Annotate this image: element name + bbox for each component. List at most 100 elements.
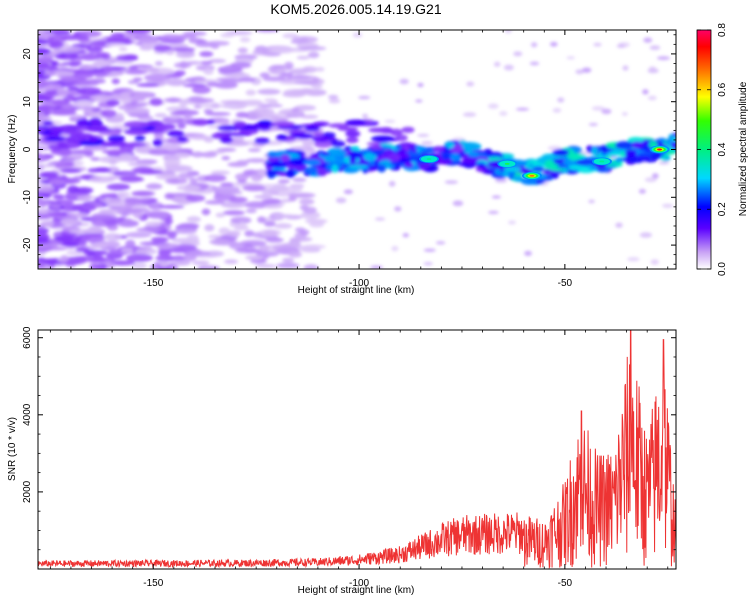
spectrogram-noise-blob [210, 170, 231, 175]
spectrogram-noise-blob [153, 132, 164, 141]
spectrogram-noise-blob [302, 139, 315, 147]
spectrogram-noise-blob [191, 85, 211, 94]
spectrogram-noise-blob [208, 58, 227, 64]
spectrogram-noise-blob [466, 81, 475, 87]
spectrogram-noise-blob [38, 236, 49, 244]
spectrogram-band-blob [123, 142, 147, 147]
spectrogram-noise-blob [656, 56, 670, 61]
spectrogram-noise-blob [244, 230, 255, 237]
spectrogram-noise-blob [245, 208, 257, 214]
spectrogram-noise-blob [62, 61, 83, 66]
spectrogram-noise-blob [649, 45, 661, 51]
spectrogram-noise-blob [38, 111, 45, 117]
spectrogram-noise-blob [552, 107, 562, 113]
spectrogram-noise-blob [71, 203, 97, 212]
spectrogram-noise-blob [328, 98, 341, 104]
spectrogram-noise-blob [388, 180, 396, 187]
spectrogram-noise-blob [168, 47, 196, 52]
spectrogram-noise-blob [89, 176, 115, 183]
bottom-ytick-label: 4000 [22, 403, 33, 426]
spectrogram-noise-blob [38, 62, 51, 69]
spectrogram-noise-blob [658, 161, 670, 165]
spectrogram-noise-blob [38, 185, 55, 192]
spectrogram-noise-blob [230, 216, 252, 224]
spectrogram-noise-blob [210, 43, 220, 50]
spectrogram-noise-blob [226, 141, 249, 147]
spectrogram-noise-blob [165, 78, 187, 87]
spectrogram-noise-blob [38, 230, 48, 235]
spectrogram-ridge-blob [591, 146, 598, 156]
spectrogram-noise-blob [177, 222, 200, 229]
spectrogram-noise-blob [236, 159, 250, 165]
spectrogram-noise-blob [168, 115, 182, 119]
spectrogram-band-blob [100, 141, 117, 147]
spectrogram-noise-blob [109, 260, 136, 266]
spectrogram-noise-blob [662, 203, 674, 208]
spectrogram-ridge-blob [450, 152, 460, 161]
spectrogram-noise-blob [299, 204, 309, 211]
spectrogram-band-blob [390, 128, 403, 137]
spectrogram-noise-blob [529, 61, 540, 66]
spectrogram-noise-blob [639, 232, 653, 238]
spectrogram-noise-blob [550, 41, 558, 47]
spectrogram-noise-blob [38, 209, 48, 215]
spectrogram-noise-blob [70, 212, 88, 219]
spectrogram-noise-blob [38, 79, 49, 87]
spectrogram-noise-blob [103, 65, 113, 74]
spectrogram-noise-blob [391, 245, 399, 252]
spectrogram-noise-blob [417, 82, 424, 88]
spectrogram-noise-blob [200, 103, 224, 108]
spectrogram-ridge-blob [441, 153, 452, 160]
spectrogram-noise-blob [182, 254, 197, 262]
spectrogram-band-blob [379, 126, 394, 134]
spectrogram-noise-blob [56, 88, 69, 96]
colorbar-tick-label: 0.2 [717, 202, 728, 216]
spectrogram-noise-blob [644, 177, 657, 183]
top-ytick-label: -20 [22, 237, 33, 252]
spectrogram-noise-blob [38, 196, 43, 203]
spectrogram-noise-blob [288, 251, 303, 258]
spectrogram-noise-blob [203, 68, 214, 76]
spectrogram-noise-blob [200, 151, 218, 158]
spectrogram-noise-blob [38, 163, 56, 168]
spectrogram-noise-blob [647, 95, 657, 101]
spectrogram-ridge-blob [615, 157, 622, 163]
spectrogram-ridge-blob [619, 151, 627, 158]
spectrogram-band-blob [337, 126, 359, 131]
spectrogram-noise-blob [228, 196, 248, 203]
spectrogram-noise-blob [154, 113, 168, 118]
spectrogram-noise-blob [133, 210, 143, 219]
spectrogram-ridge-blob [467, 151, 479, 157]
spectrogram-noise-blob [82, 250, 109, 256]
bottom-x-axis-label: Height of straight line (km) [298, 585, 415, 596]
spectrogram-noise-blob [68, 149, 94, 155]
spectrogram-noise-blob [164, 192, 175, 200]
spectrogram-noise-blob [265, 237, 284, 243]
spectrogram-noise-blob [237, 47, 248, 54]
spectrogram-noise-blob [76, 100, 94, 107]
spectrogram-noise-blob [89, 94, 111, 102]
spectrogram-noise-blob [78, 64, 96, 70]
spectrogram-noise-blob [235, 111, 249, 118]
spectrogram-noise-blob [462, 112, 477, 117]
bottom-ytick-label: 6000 [22, 326, 33, 349]
spectrogram-noise-blob [204, 224, 215, 232]
snr-frame [37, 329, 677, 570]
spectrogram-noise-blob [104, 240, 121, 249]
spectrogram-ridge-blob [285, 169, 296, 178]
spectrogram-peak [599, 160, 605, 163]
spectrogram-noise-blob [423, 262, 433, 266]
spectrogram-noise-blob [125, 231, 152, 238]
top-x-axis-label: Height of straight line (km) [298, 285, 415, 296]
spectrogram-band-blob [152, 123, 176, 131]
spectrogram-band-blob [167, 130, 185, 138]
spectrogram-noise-blob [38, 142, 46, 147]
spectrogram-peak [426, 158, 432, 161]
spectrogram-noise-blob [252, 49, 275, 56]
spectrogram-noise-blob [125, 239, 136, 248]
spectrogram-noise-blob [507, 220, 517, 225]
spectrogram-noise-blob [115, 55, 139, 62]
top-y-axis-label: Frequency (Hz) [7, 115, 18, 184]
spectrogram-noise-blob [289, 145, 315, 151]
